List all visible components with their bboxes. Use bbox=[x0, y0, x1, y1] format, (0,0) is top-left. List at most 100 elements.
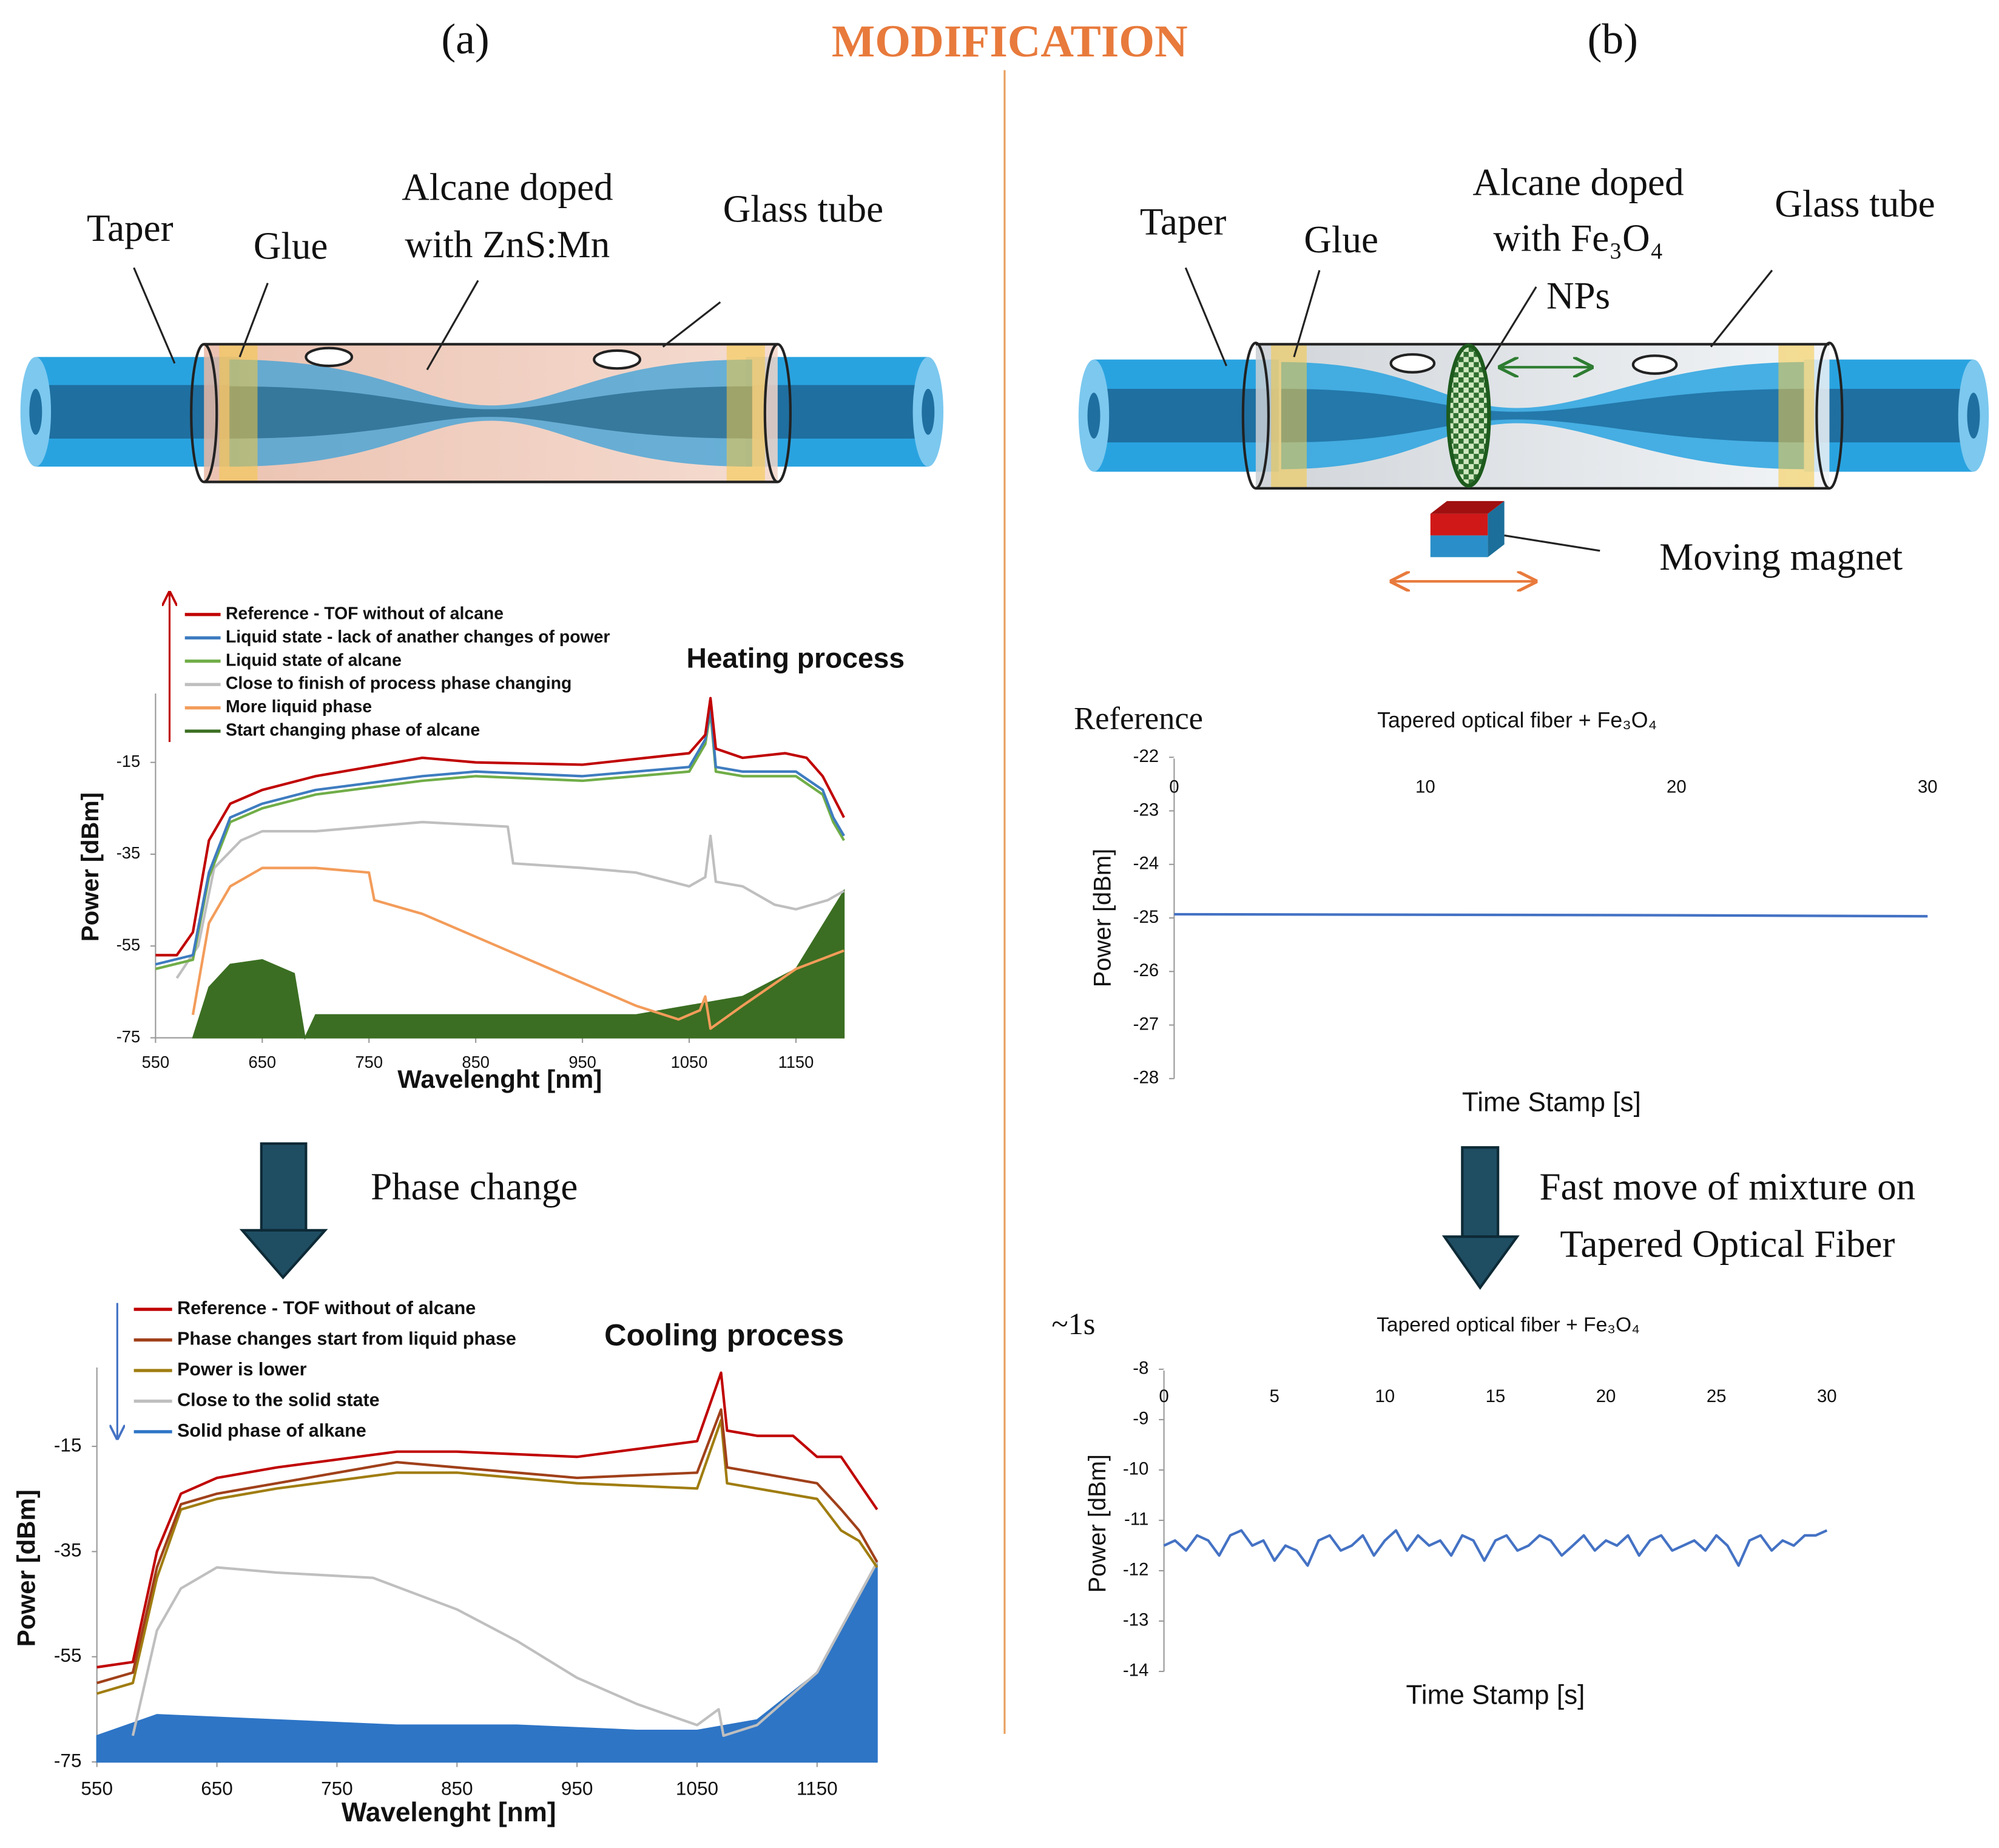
x-tick-label: 650 bbox=[249, 1053, 277, 1071]
series-area bbox=[96, 1562, 878, 1763]
label: with Fe₃O₄ bbox=[1493, 217, 1663, 260]
x-axis-label: Time Stamp [s] bbox=[1462, 1087, 1641, 1117]
label: Glass tube bbox=[723, 187, 883, 230]
legend-label: Reference - TOF without of alcane bbox=[177, 1298, 476, 1318]
x-tick-label: 0 bbox=[1169, 777, 1179, 797]
x-tick-label: 15 bbox=[1486, 1386, 1506, 1406]
header: MODIFICATION bbox=[832, 16, 1188, 67]
legend-label: Solid phase of alkane bbox=[177, 1420, 366, 1441]
series-line bbox=[1174, 912, 1928, 918]
x-axis-label: Wavelenght [nm] bbox=[342, 1798, 556, 1827]
y-tick-label: -25 bbox=[1133, 907, 1159, 927]
chart-title: Tapered optical fiber + Fe₃O₄ bbox=[1377, 1313, 1640, 1336]
x-tick-label: 850 bbox=[462, 1053, 490, 1071]
legend-label: Start changing phase of alcane bbox=[226, 721, 480, 740]
series-line bbox=[155, 710, 845, 971]
left-diagram bbox=[20, 267, 944, 484]
legend-label: Phase changes start from liquid phase bbox=[177, 1329, 516, 1349]
series-line bbox=[175, 820, 845, 979]
legend-label: Liquid state of alcane bbox=[226, 650, 402, 670]
y-tick-label: -13 bbox=[1123, 1610, 1149, 1630]
y-tick-label: -9 bbox=[1133, 1409, 1148, 1429]
series-line bbox=[96, 1371, 878, 1669]
y-tick-label: -15 bbox=[54, 1434, 82, 1455]
x-tick-label: 550 bbox=[142, 1053, 170, 1071]
x-axis-label: Wavelenght [nm] bbox=[397, 1065, 602, 1093]
y-tick-label: -27 bbox=[1133, 1014, 1159, 1034]
y-tick-label: -55 bbox=[54, 1644, 82, 1666]
x-tick-label: 25 bbox=[1707, 1386, 1727, 1406]
label: Glue bbox=[1304, 218, 1378, 261]
x-tick-label: 10 bbox=[1415, 777, 1435, 797]
y-tick-label: -55 bbox=[116, 935, 140, 954]
x-tick-label: 30 bbox=[1918, 777, 1938, 797]
y-axis-label: Power [dBm] bbox=[77, 792, 104, 942]
x-tick-label: 650 bbox=[201, 1778, 233, 1799]
chart-title: Cooling process bbox=[604, 1318, 844, 1352]
legend-label: Close to the solid state bbox=[177, 1389, 380, 1410]
y-tick-label: -75 bbox=[116, 1027, 140, 1046]
y-tick-label: -28 bbox=[1133, 1068, 1159, 1088]
y-tick-label: -8 bbox=[1133, 1358, 1148, 1378]
label: Moving magnet bbox=[1659, 536, 1903, 578]
x-tick-label: 20 bbox=[1667, 777, 1687, 797]
y-tick-label: -35 bbox=[116, 843, 140, 862]
legend-label: Reference - TOF without of alcane bbox=[226, 604, 504, 623]
series-line bbox=[155, 706, 845, 966]
y-tick-label: -35 bbox=[54, 1539, 82, 1561]
x-tick-label: 1050 bbox=[676, 1778, 718, 1799]
legend-label: Power is lower bbox=[177, 1359, 306, 1380]
label: Taper bbox=[1140, 200, 1227, 243]
x-tick-label: 5 bbox=[1270, 1386, 1279, 1406]
x-axis-label: Time Stamp [s] bbox=[1406, 1681, 1585, 1710]
panel-label: (b) bbox=[1588, 15, 1638, 63]
x-tick-label: 20 bbox=[1596, 1386, 1616, 1406]
x-tick-label: 1150 bbox=[778, 1053, 814, 1071]
series-line bbox=[191, 866, 844, 1030]
x-tick-label: 0 bbox=[1159, 1386, 1168, 1406]
annotation: Reference bbox=[1074, 701, 1203, 736]
x-tick-label: 750 bbox=[321, 1778, 353, 1799]
y-tick-label: -10 bbox=[1123, 1459, 1149, 1479]
y-axis-label: Power [dBm] bbox=[12, 1489, 40, 1647]
legend-label: Close to finish of process phase changin… bbox=[226, 674, 571, 693]
y-tick-label: -11 bbox=[1124, 1509, 1148, 1529]
x-tick-label: 1050 bbox=[671, 1053, 708, 1071]
label: with ZnS:Mn bbox=[405, 223, 610, 266]
x-tick-label: 950 bbox=[561, 1778, 593, 1799]
x-tick-label: 950 bbox=[568, 1053, 596, 1071]
legend-label: More liquid phase bbox=[226, 697, 372, 717]
y-tick-label: -75 bbox=[54, 1749, 82, 1771]
y-axis-label: Power [dBm] bbox=[1084, 1454, 1111, 1593]
legend-label: Liquid state - lack of anather changes o… bbox=[226, 627, 610, 647]
x-tick-label: 550 bbox=[81, 1778, 113, 1799]
label: Glass tube bbox=[1775, 183, 1935, 225]
y-tick-label: -15 bbox=[116, 752, 140, 771]
y-tick-label: -14 bbox=[1123, 1661, 1149, 1681]
x-tick-label: 850 bbox=[441, 1778, 473, 1799]
series-line bbox=[1163, 1529, 1828, 1567]
y-axis-label: Power [dBm] bbox=[1089, 849, 1116, 987]
label: Fast move of mixture on bbox=[1540, 1165, 1916, 1208]
y-tick-label: -23 bbox=[1133, 800, 1159, 820]
series-line bbox=[96, 1408, 878, 1685]
y-tick-label: -12 bbox=[1123, 1560, 1149, 1580]
label: Phase change bbox=[371, 1165, 578, 1208]
panel-label: (a) bbox=[441, 15, 489, 63]
series-line bbox=[155, 696, 845, 957]
right-diagram bbox=[1078, 267, 1989, 581]
series-area bbox=[192, 888, 845, 1040]
label: Tapered Optical Fiber bbox=[1560, 1223, 1895, 1266]
series-line bbox=[131, 1561, 878, 1737]
flow-arrow bbox=[239, 1142, 1520, 1290]
label: Taper bbox=[87, 207, 174, 249]
chart-title: Heating process bbox=[686, 642, 905, 674]
label: Alcane doped bbox=[402, 166, 613, 209]
y-tick-label: -26 bbox=[1133, 960, 1159, 980]
y-tick-label: -22 bbox=[1133, 746, 1159, 766]
label: Alcane doped bbox=[1472, 161, 1684, 203]
series-line bbox=[96, 1418, 878, 1695]
chart-title: Tapered optical fiber + Fe₃O₄ bbox=[1377, 708, 1657, 732]
